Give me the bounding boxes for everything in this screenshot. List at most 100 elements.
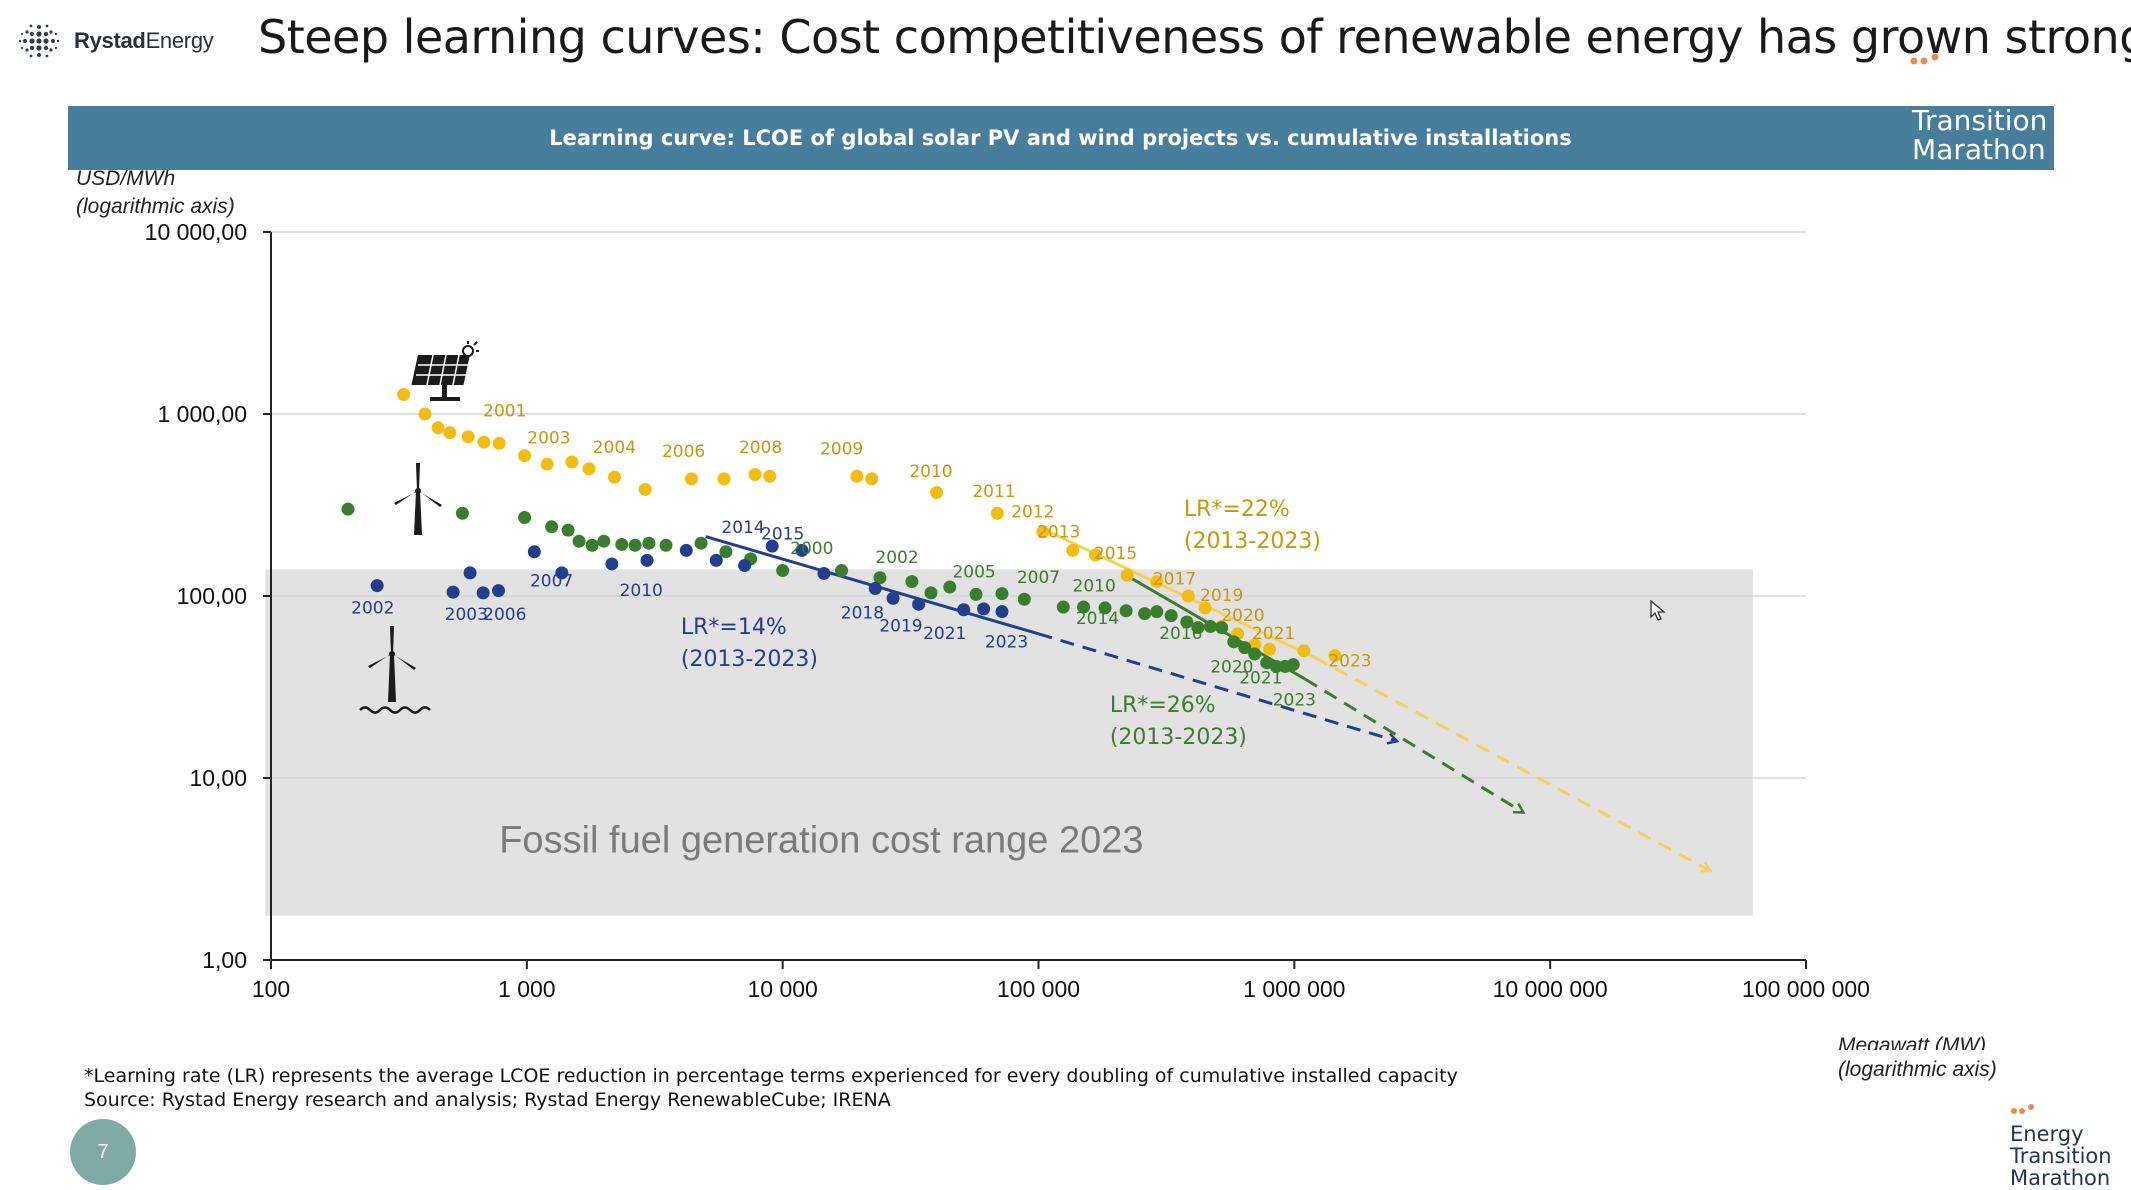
point-solar [1088, 548, 1102, 562]
point-solar [443, 426, 457, 440]
point-solar [518, 449, 532, 463]
point-wind_onshore [572, 534, 586, 548]
point-wind_offshore [492, 584, 506, 598]
footnote: *Learning rate (LR) represents the avera… [84, 1064, 1458, 1112]
point-wind_onshore [1164, 609, 1178, 623]
y-axis-label-line2: (logarithmic axis) [76, 195, 235, 218]
point-wind_offshore [817, 566, 831, 580]
point-wind_offshore [370, 579, 384, 593]
point-wind_offshore [957, 603, 971, 617]
point-wind_offshore [765, 539, 779, 553]
point-solar [1120, 568, 1134, 582]
x-tick-label: 1 000 000 [1243, 976, 1345, 1002]
point-wind_onshore [969, 587, 983, 601]
point-wind_onshore [1227, 635, 1241, 649]
year-label-solar: 2006 [662, 442, 705, 462]
fossil-band-label: Fossil fuel generation cost range 2023 [499, 819, 1143, 861]
y-tick-label: 100,00 [177, 583, 247, 609]
gridlines [263, 231, 1806, 961]
point-wind_onshore [1286, 658, 1300, 672]
point-solar [1328, 649, 1342, 663]
year-label-solar: 2017 [1153, 569, 1196, 589]
point-solar [565, 455, 579, 469]
point-wind_onshore [905, 575, 919, 589]
year-label-wind_offshore: 2007 [530, 571, 573, 591]
y-tick-label: 10,00 [189, 765, 247, 791]
year-label-solar: 2012 [1011, 502, 1054, 522]
y-axis-label-line1: USD/MWh [76, 170, 175, 190]
globe-dots-icon [18, 24, 60, 58]
point-wind_offshore [640, 553, 654, 567]
trend-projection-solar [1313, 656, 1710, 870]
point-wind_onshore [1119, 604, 1133, 618]
point-solar [1150, 575, 1164, 589]
point-solar [865, 472, 879, 486]
point-wind_onshore [1248, 647, 1262, 661]
point-solar [684, 472, 698, 486]
point-solar [1263, 642, 1277, 656]
point-solar [717, 472, 731, 486]
point-wind_onshore [776, 564, 790, 578]
year-label-wind_offshore: 2018 [841, 604, 884, 624]
point-wind_onshore [943, 580, 957, 594]
point-solar [607, 470, 621, 484]
year-label-solar: 2020 [1221, 606, 1264, 626]
year-label-wind_offshore: 2010 [620, 581, 663, 601]
year-label-solar: 2003 [527, 428, 570, 448]
etm-bottom-line2: Transition [2010, 1144, 2112, 1168]
point-wind_onshore [694, 536, 708, 550]
x-tick-label: 10 000 000 [1493, 976, 1608, 1002]
etm-bottom-line3: Marathon [2010, 1166, 2111, 1190]
point-solar [397, 387, 411, 401]
etm-top-line1: Transition [1912, 104, 2048, 137]
point-wind_offshore [886, 591, 900, 605]
point-wind_offshore [912, 597, 926, 611]
point-wind_offshore [476, 586, 490, 600]
x-axis-label-line2: (logarithmic axis) [1838, 1058, 1997, 1081]
point-solar [990, 506, 1004, 520]
lr-annotation-wind_onshore-period: (2013-2023) [1110, 725, 1247, 750]
point-wind_offshore [605, 557, 619, 571]
point-wind_onshore [615, 537, 629, 551]
year-label-solar: 2008 [739, 438, 782, 458]
logo-brand-light: Energy [145, 28, 214, 53]
year-label-wind_offshore: 2019 [879, 616, 922, 636]
lr-annotation-solar-period: (2013-2023) [1184, 529, 1321, 554]
point-solar [492, 436, 506, 450]
point-wind_offshore [709, 553, 723, 567]
point-wind_onshore [1077, 600, 1091, 614]
mouse-cursor-icon [1650, 600, 1666, 621]
page-number-badge: 7 [70, 1119, 136, 1185]
point-solar [540, 457, 554, 471]
point-wind_onshore [995, 587, 1009, 601]
year-label-solar: 2010 [909, 462, 952, 482]
point-wind_onshore [719, 545, 733, 559]
point-solar [582, 462, 596, 476]
trend-projection-wind_onshore [1304, 677, 1523, 812]
point-wind_onshore [518, 510, 532, 524]
orange-dots-icon [1910, 53, 1939, 65]
point-wind_onshore [924, 586, 938, 600]
point-wind_onshore [659, 538, 673, 552]
x-tick-label: 10 000 [747, 976, 817, 1002]
learning-rate-annotations: LR*=22% (2013-2023) LR*=14% (2013-2023) LR*=… [681, 497, 1321, 750]
year-label-wind_onshore: 2005 [952, 563, 995, 583]
fossil-band [265, 569, 1753, 916]
point-wind_onshore [1017, 592, 1031, 606]
etm-bottom-logo: Energy Transition Marathon [2010, 1123, 2112, 1189]
data-points [341, 387, 1342, 673]
y-tick-label: 1,00 [202, 947, 247, 973]
point-solar [1248, 638, 1262, 652]
year-label-wind_offshore: 2003 [445, 605, 488, 625]
x-tick-label: 100 000 000 [1742, 976, 1870, 1002]
point-wind_onshore [585, 538, 599, 552]
year-label-wind_onshore: 2007 [1017, 568, 1060, 588]
point-solar [461, 430, 475, 444]
point-wind_onshore [597, 534, 611, 548]
etm-top-line2: Marathon [1912, 133, 2046, 166]
year-label-solar: 2015 [1094, 544, 1137, 564]
year-label-solar: 2001 [483, 401, 526, 421]
point-solar [477, 435, 491, 449]
point-solar [763, 469, 777, 483]
